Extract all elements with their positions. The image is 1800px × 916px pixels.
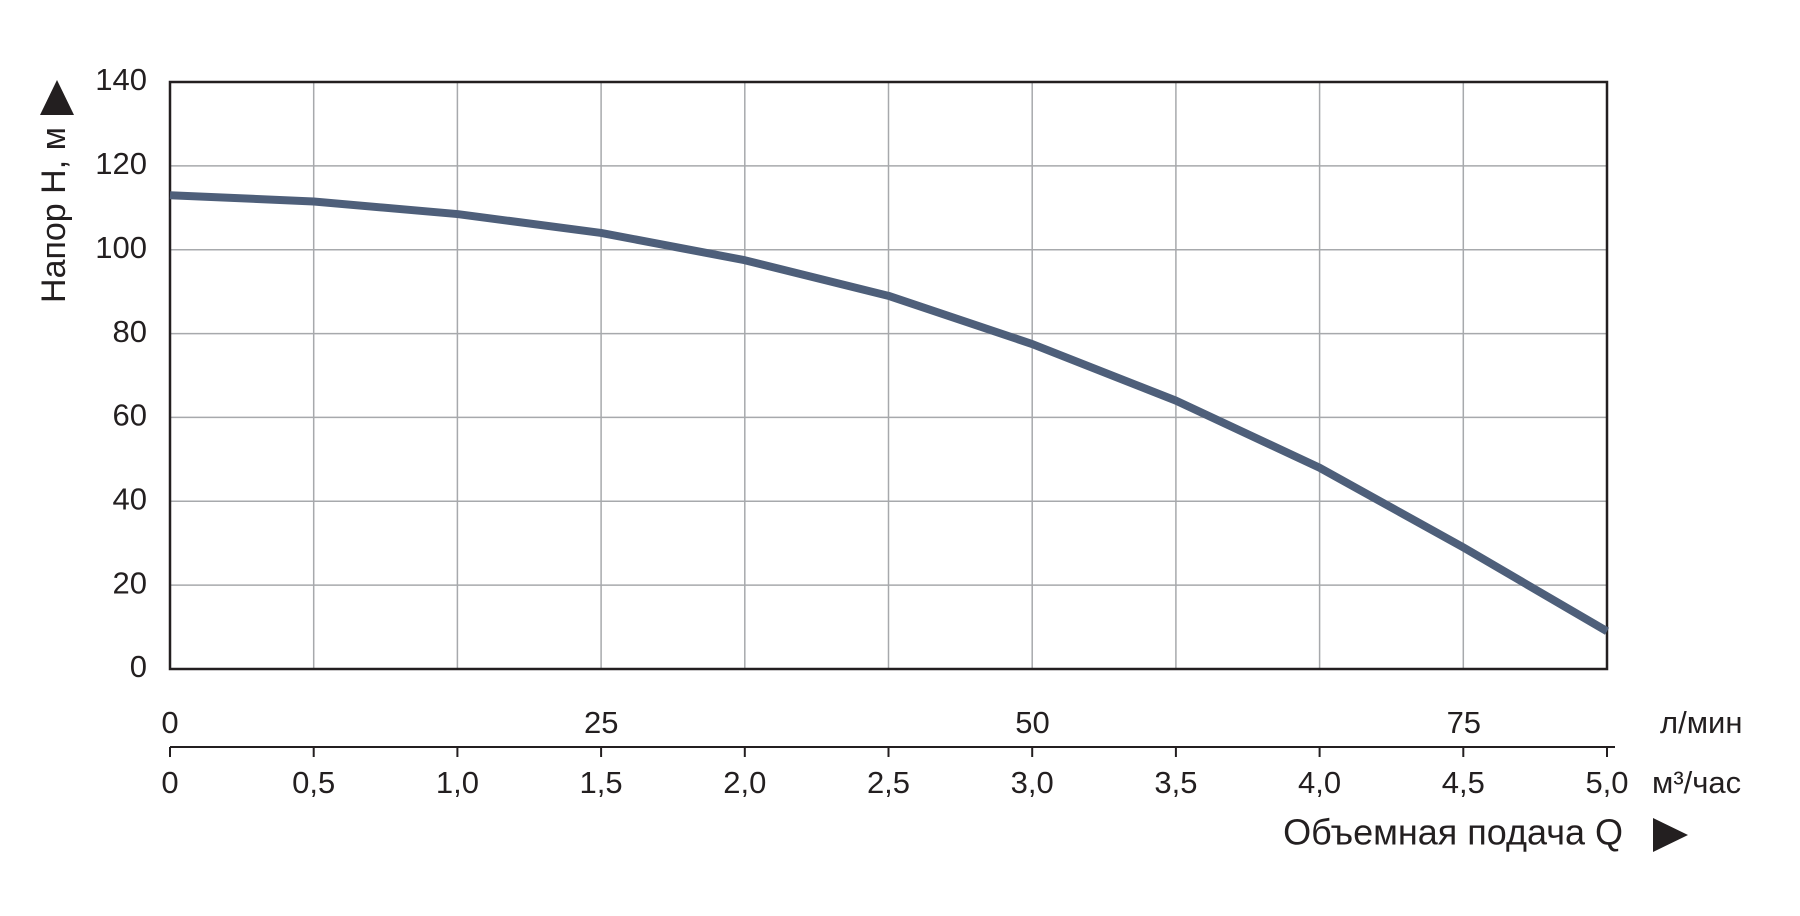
plot-frame xyxy=(168,80,1609,671)
x-tick-label: 1,5 xyxy=(580,765,623,800)
x2-tick-label: 25 xyxy=(584,705,618,740)
x-unit: м³/час xyxy=(1652,765,1741,800)
y-tick-label: 80 xyxy=(113,314,147,349)
x-tick-label: 1,0 xyxy=(436,765,479,800)
y-tick-label: 100 xyxy=(95,230,147,265)
x-tick-label: 3,5 xyxy=(1154,765,1197,800)
y-tick-label: 60 xyxy=(113,398,147,433)
x2-tick-label: 50 xyxy=(1015,705,1049,740)
x-tick-label: 4,0 xyxy=(1298,765,1341,800)
y-tick-label: 140 xyxy=(95,62,147,97)
curve xyxy=(169,191,1610,635)
y-tick-label: 20 xyxy=(113,565,147,600)
y-tick-label: 0 xyxy=(130,649,147,684)
x2-tick-label: 75 xyxy=(1447,705,1481,740)
x-tick-label: 2,5 xyxy=(867,765,910,800)
x-arrow xyxy=(1653,818,1688,852)
x2-unit: л/мин xyxy=(1660,705,1742,740)
y-axis-title: Напор H, м xyxy=(35,127,73,303)
y-tick-label: 120 xyxy=(95,146,147,181)
x-tick-label: 0,5 xyxy=(292,765,335,800)
x-axis-title: Объемная подача Q xyxy=(1283,812,1623,853)
x-tick-label: 4,5 xyxy=(1442,765,1485,800)
x-tick-label: 3,0 xyxy=(1011,765,1054,800)
x-tick-label: 2,0 xyxy=(723,765,766,800)
x-tick-label: 0 xyxy=(161,765,178,800)
x-tick-label: 5,0 xyxy=(1585,765,1628,800)
y-arrow xyxy=(40,80,74,115)
y-tick-label: 40 xyxy=(113,481,147,516)
x2-tick-label: 0 xyxy=(161,705,178,740)
